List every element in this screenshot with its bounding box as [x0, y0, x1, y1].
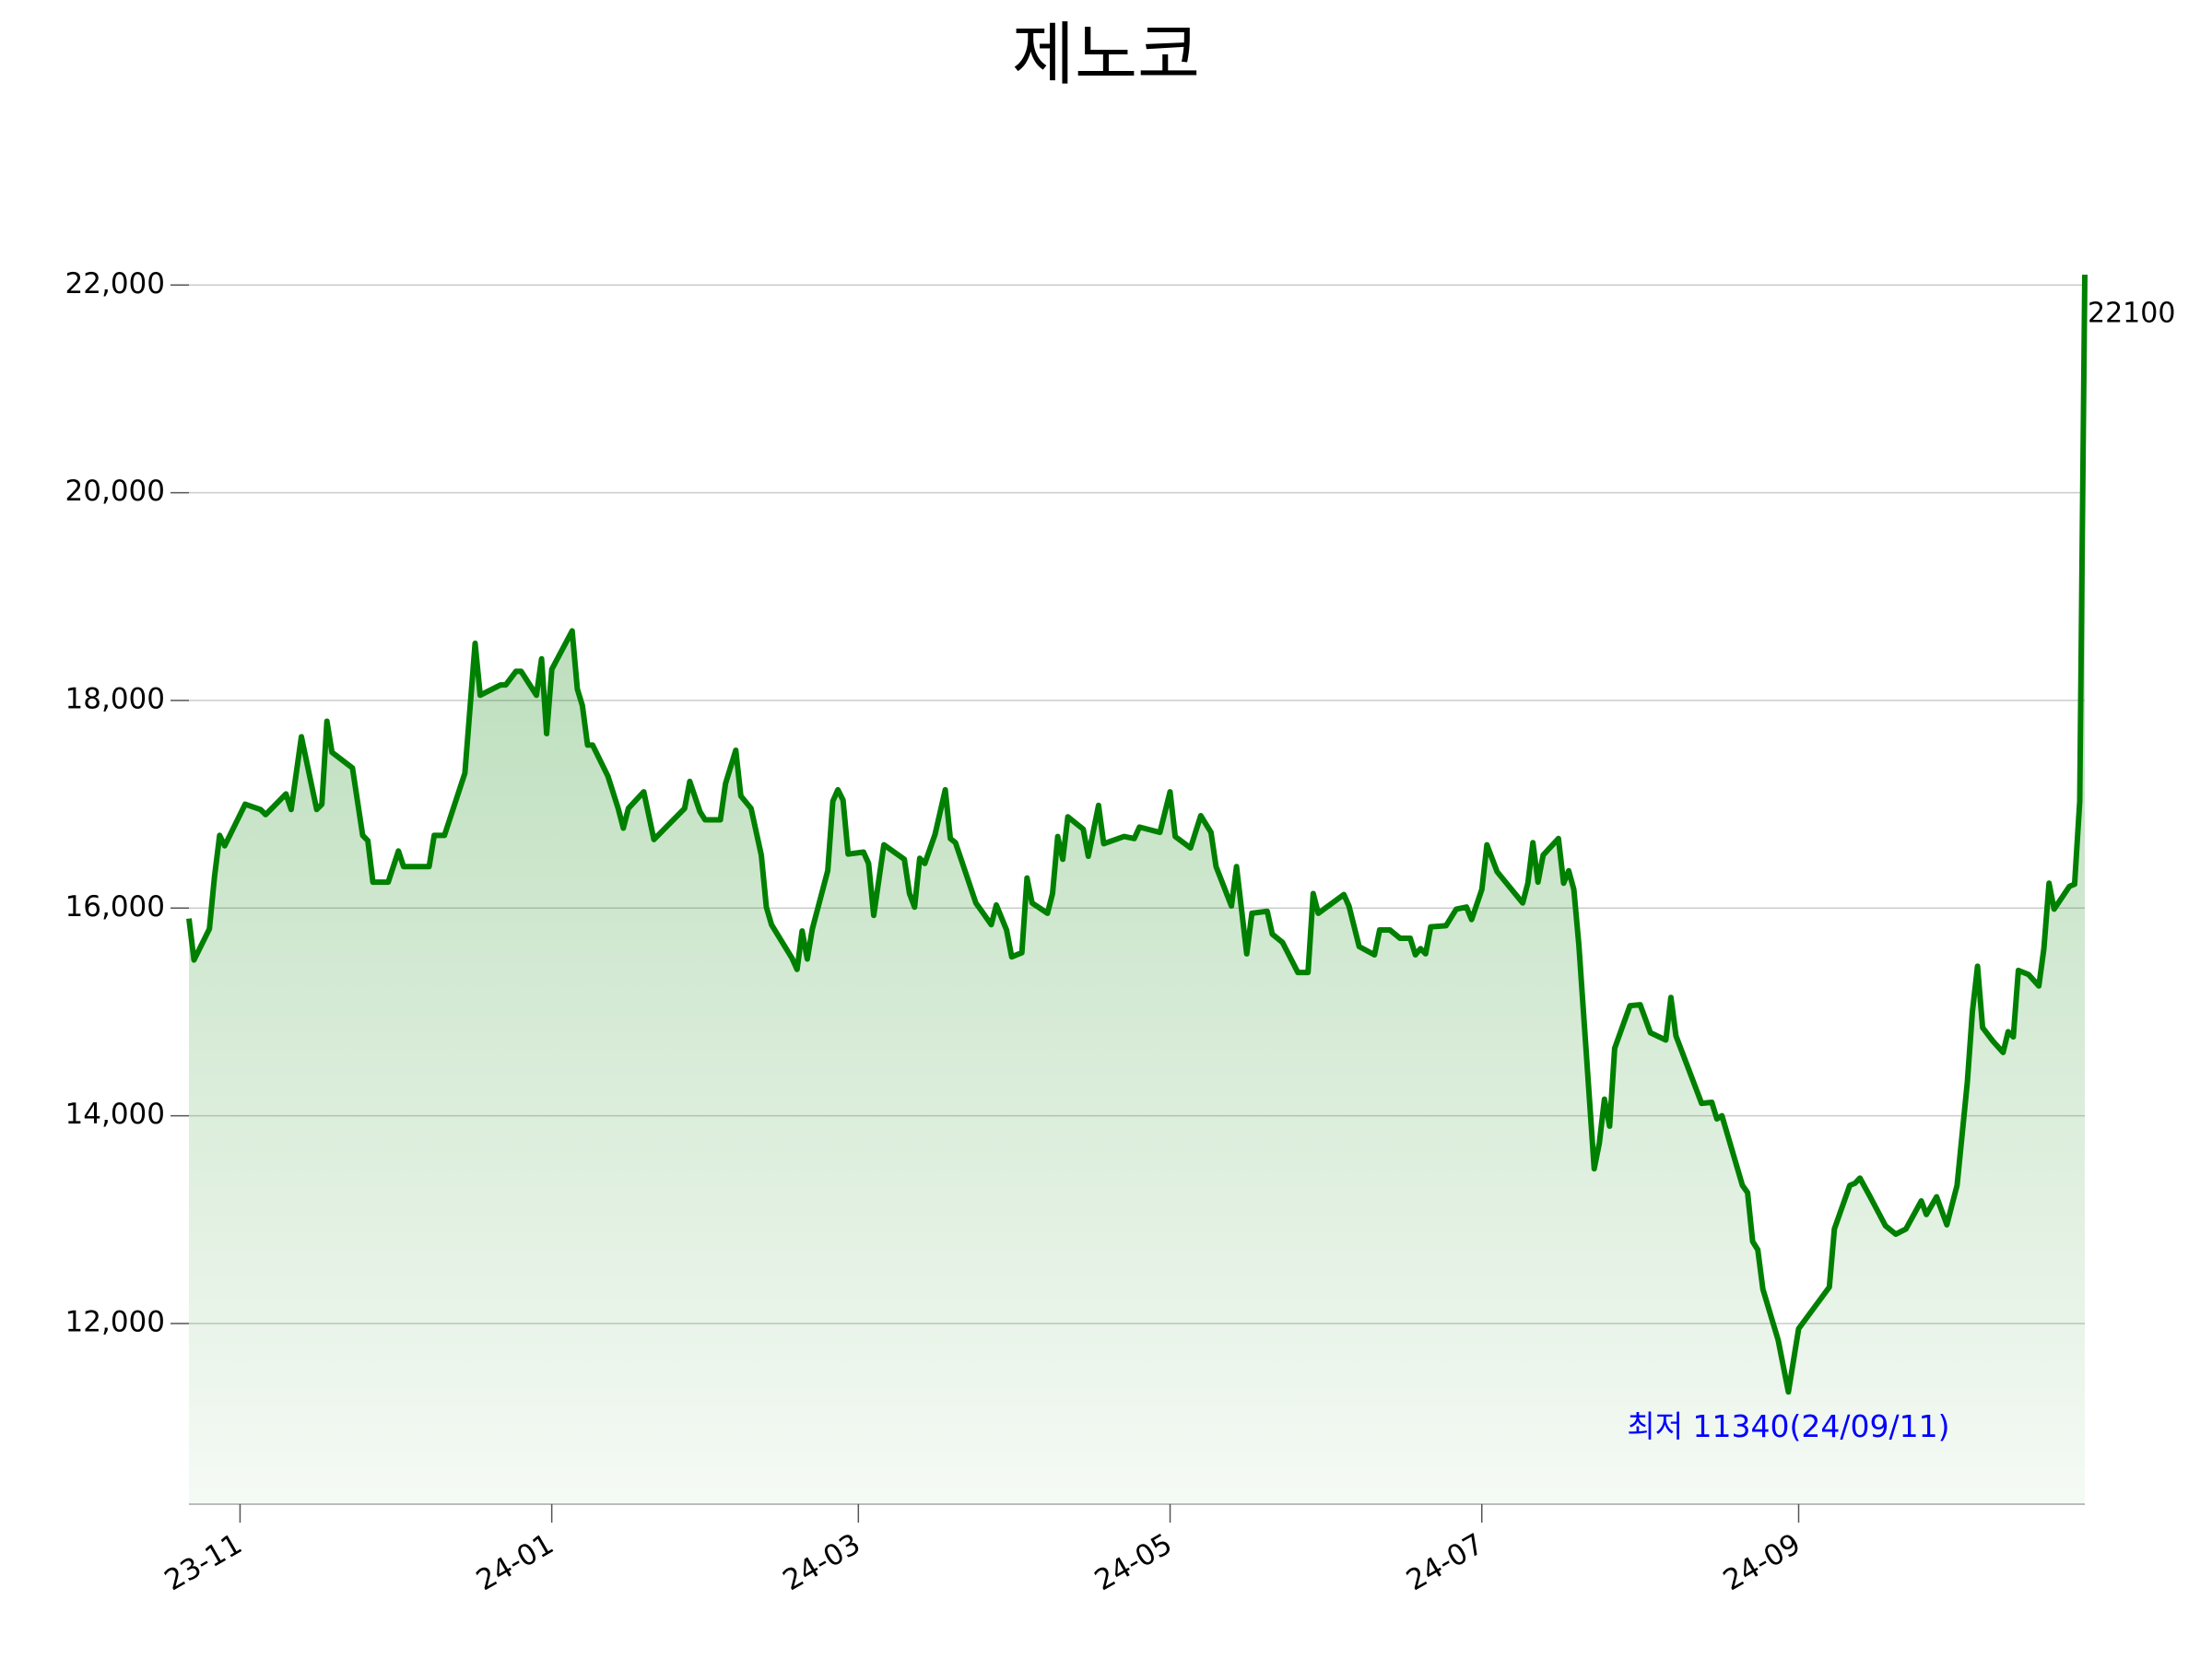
price-line: [186, 274, 2088, 1395]
y-tick-label: 12,000: [65, 1305, 165, 1338]
max-annotation: 22100: [2088, 298, 2175, 330]
y-tick-label: 22,000: [65, 267, 165, 300]
y-tick-label: 14,000: [65, 1098, 165, 1131]
y-tick-label: 20,000: [65, 475, 165, 508]
x-tick-label: 24-09: [1718, 1527, 1806, 1597]
y-tick-label: 16,000: [65, 890, 165, 924]
x-tick-label: 24-05: [1089, 1527, 1178, 1597]
x-tick-label: 24-03: [778, 1527, 866, 1597]
x-tick-label: 23-11: [159, 1527, 248, 1597]
x-tick-label: 24-07: [1401, 1527, 1489, 1597]
min-annotation: 최저 11340(24/09/11): [1627, 1408, 1949, 1444]
x-tick-label: 24-01: [471, 1527, 559, 1597]
area-fill: [189, 275, 2085, 1504]
chart-title: 제노코: [1012, 16, 1200, 95]
y-tick-label: 18,000: [65, 682, 165, 715]
